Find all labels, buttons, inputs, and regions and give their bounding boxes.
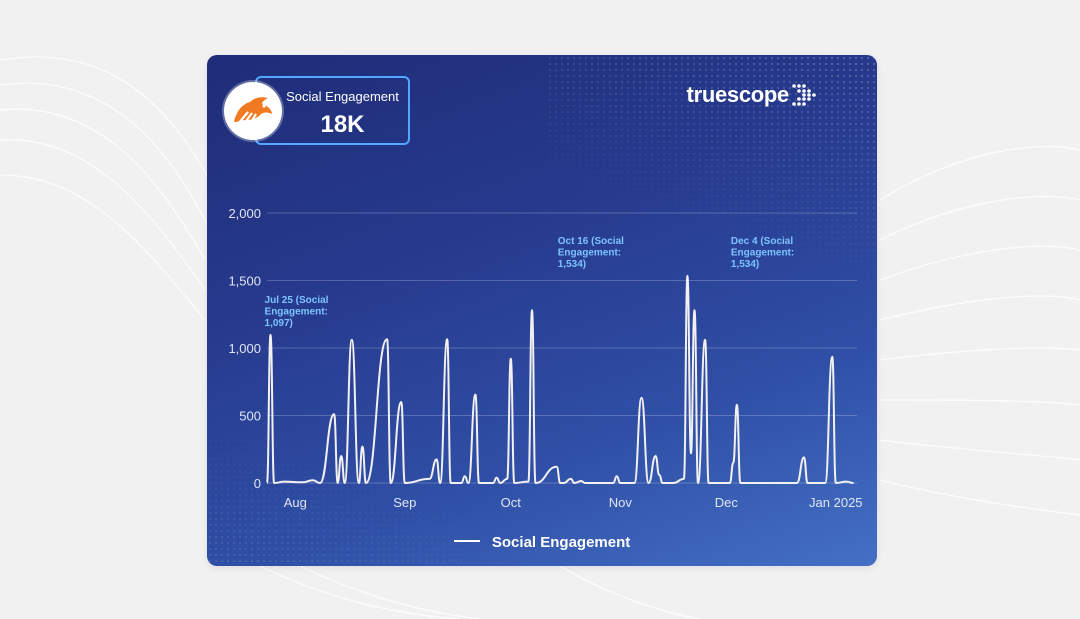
kpi-label: Social Engagement bbox=[286, 89, 399, 104]
dot-pattern-bottom bbox=[207, 426, 467, 566]
annotation-label: Jul 25 (Social Engagement: 1,097) bbox=[265, 295, 329, 329]
engagement-chart: 0 500 1,000 1,500 2,000 Aug Sep Oct Nov Dec Jan 20… bbox=[228, 206, 863, 510]
arrow-dots-icon bbox=[792, 84, 816, 106]
legend-label: Social Engagement bbox=[491, 534, 631, 551]
x-tick-label: Aug bbox=[284, 495, 307, 510]
x-tick-label: Oct bbox=[501, 495, 522, 510]
dot-pattern bbox=[547, 55, 877, 295]
x-tick-label: Jan 2025 bbox=[809, 495, 863, 510]
y-tick-label: 0 bbox=[254, 476, 261, 491]
x-tick-label: Sep bbox=[393, 495, 416, 510]
brand-name: truescope bbox=[686, 82, 790, 107]
y-tick-label: 1,500 bbox=[228, 274, 261, 289]
annotation-label: Oct 16 (Social Engagement: 1,534) bbox=[558, 236, 624, 270]
y-tick-label: 2,000 bbox=[228, 206, 261, 221]
series-line-social-engagement bbox=[266, 274, 854, 484]
brand-logo: truescope bbox=[687, 82, 817, 108]
bull-icon bbox=[224, 82, 282, 140]
y-tick-label: 500 bbox=[239, 409, 261, 424]
x-tick-label: Dec bbox=[715, 495, 739, 510]
x-tick-label: Nov bbox=[609, 495, 633, 510]
legend-line-swatch bbox=[453, 540, 480, 543]
chart-legend[interactable]: Social Engagement bbox=[207, 534, 877, 551]
kpi-value: 18K bbox=[320, 111, 365, 138]
annotation-label: Dec 4 (Social Engagement: 1,534) bbox=[731, 236, 794, 270]
y-tick-label: 1,000 bbox=[228, 341, 261, 356]
chart-card: 0 500 1,000 1,500 2,000 Aug Sep Oct Nov Dec Jan 20… bbox=[207, 55, 877, 566]
